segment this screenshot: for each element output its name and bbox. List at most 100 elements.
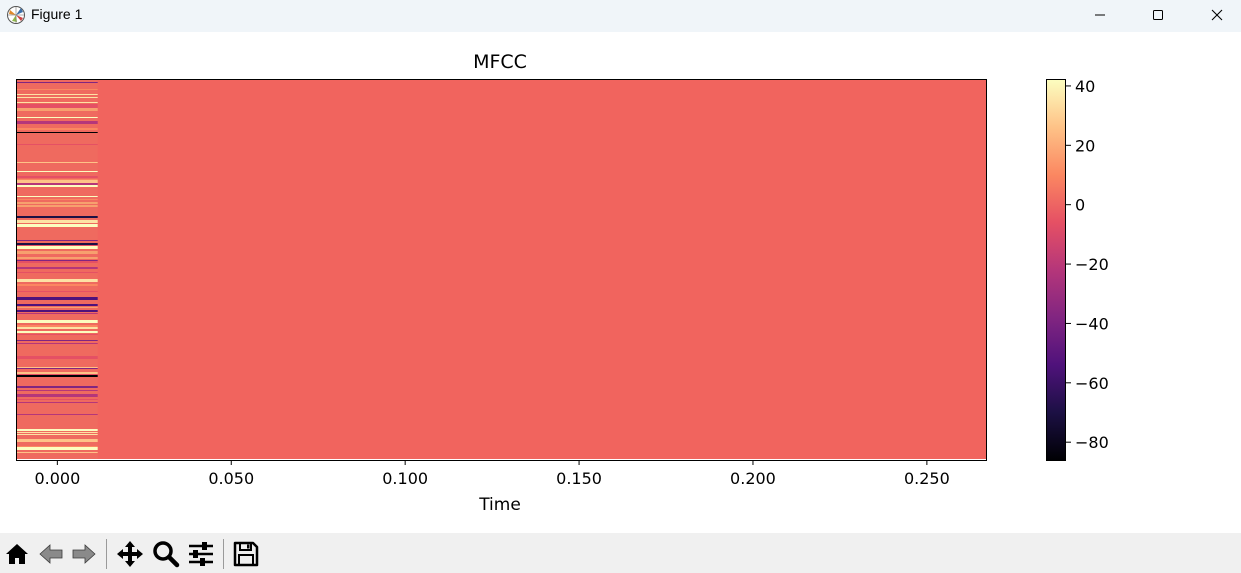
heatmap-stripe xyxy=(17,272,98,273)
heatmap-stripe xyxy=(17,394,98,397)
colorbar-tick-label: 40 xyxy=(1075,77,1095,96)
x-tick-label: 0.200 xyxy=(730,469,776,488)
x-tick-label: 0.100 xyxy=(382,469,428,488)
heatmap-stripe xyxy=(17,291,98,292)
colorbar-frame xyxy=(1046,79,1066,461)
colorbar-tick-label: −40 xyxy=(1075,314,1109,333)
heatmap-stripe xyxy=(17,102,98,103)
heatmap-stripe xyxy=(17,121,98,124)
heatmap-stripe xyxy=(17,132,98,133)
minimize-button[interactable] xyxy=(1077,0,1123,30)
mfcc-chart: MFCC 0.000 0.050 0.100 0.150 0.200 0.250 Time… xyxy=(16,51,1109,515)
heatmap-stripe xyxy=(17,367,98,368)
heatmap-stripe xyxy=(17,325,98,327)
axes-frame xyxy=(16,79,987,461)
heatmap-stripe xyxy=(17,117,98,118)
heatmap-stripe xyxy=(17,185,98,187)
heatmap-stripe xyxy=(17,176,98,178)
title-bar: Figure 1 xyxy=(0,0,1241,32)
heatmap-stripe xyxy=(17,297,98,300)
heatmap-stripe xyxy=(17,374,98,375)
heatmap-stripe xyxy=(17,390,98,391)
heatmap-stripe xyxy=(17,144,98,145)
heatmap-stripe xyxy=(17,402,98,403)
x-tick-label: 0.000 xyxy=(34,469,80,488)
configure-subplots-icon xyxy=(189,542,213,566)
heatmap-stripe xyxy=(17,372,98,374)
toolbar-separator xyxy=(106,539,107,569)
x-tick-label: 0.050 xyxy=(208,469,254,488)
x-tick-label: 0.150 xyxy=(556,469,602,488)
heatmap-stripe xyxy=(17,216,98,218)
close-icon xyxy=(1211,9,1223,21)
heatmap-stripe xyxy=(17,439,98,442)
heatmap-stripe xyxy=(17,257,98,259)
heatmap-stripe xyxy=(17,284,98,286)
heatmap-stripe xyxy=(17,310,98,312)
heatmap-stripe xyxy=(17,340,98,341)
heatmap-stripe xyxy=(17,261,98,263)
heatmap-stripe xyxy=(17,199,98,200)
close-button[interactable] xyxy=(1194,0,1240,30)
maximize-icon xyxy=(1153,10,1163,20)
heatmap-stripe xyxy=(17,267,98,269)
heatmap-stripe xyxy=(17,240,98,241)
heatmap-stripe xyxy=(17,94,98,95)
heatmap-stripe xyxy=(17,447,98,450)
heatmap-stripe xyxy=(17,399,98,400)
colorbar-tick-label: −20 xyxy=(1075,255,1109,274)
heatmap-stripe xyxy=(17,196,98,197)
heatmap-stripe xyxy=(17,104,98,105)
heatmap-stripe xyxy=(17,246,98,249)
colorbar-tick-label: −80 xyxy=(1075,433,1109,452)
heatmap-stripe xyxy=(17,162,98,163)
heatmap-stripe xyxy=(17,375,98,377)
heatmap-stripe xyxy=(17,205,98,207)
save-icon xyxy=(233,541,259,567)
heatmap-stripe xyxy=(17,128,98,130)
colorbar-tick-label: −60 xyxy=(1075,374,1109,393)
zoom-button[interactable] xyxy=(151,539,181,569)
toolbar-separator xyxy=(223,539,224,569)
heatmap-stripe xyxy=(17,386,98,388)
heatmap-stripe xyxy=(17,331,98,333)
heatmap-onset-column xyxy=(17,80,98,459)
heatmap-stripe xyxy=(17,320,98,323)
back-button[interactable] xyxy=(36,539,66,569)
pan-button[interactable] xyxy=(115,539,145,569)
heatmap-stripe xyxy=(17,356,98,359)
home-button[interactable] xyxy=(2,539,32,569)
configure-subplots-button[interactable] xyxy=(186,539,216,569)
save-button[interactable] xyxy=(231,539,261,569)
heatmap-stripe xyxy=(17,279,98,282)
heatmap-stripe xyxy=(17,452,98,453)
chart-title: MFCC xyxy=(473,51,527,73)
colorbar-tick-label: 0 xyxy=(1075,196,1085,215)
x-axis: 0.000 0.050 0.100 0.150 0.200 0.250 xyxy=(34,460,950,488)
x-tick-label: 0.250 xyxy=(904,469,950,488)
back-icon xyxy=(39,544,63,564)
forward-button[interactable] xyxy=(69,539,99,569)
heatmap-stripe xyxy=(17,429,98,431)
minimize-icon xyxy=(1095,14,1105,16)
colorbar-tick-label: 20 xyxy=(1075,136,1095,155)
colorbar xyxy=(1047,80,1065,460)
forward-icon xyxy=(72,544,96,564)
heatmap-stripe xyxy=(17,224,98,227)
heatmap-stripe xyxy=(17,180,98,183)
heatmap-stripe xyxy=(17,334,98,335)
maximize-button[interactable] xyxy=(1135,0,1181,30)
heatmap-stripe xyxy=(17,260,98,261)
heatmap-stripe xyxy=(17,446,98,447)
heatmap-background xyxy=(17,80,986,459)
heatmap-stripe xyxy=(17,220,98,223)
matplotlib-logo-icon xyxy=(6,5,26,25)
window-title: Figure 1 xyxy=(31,6,83,22)
heatmap-stripe xyxy=(17,368,98,369)
heatmap-stripe xyxy=(17,432,98,433)
heatmap-stripe xyxy=(17,179,98,180)
heatmap-stripe xyxy=(17,171,98,172)
zoom-icon xyxy=(153,541,180,568)
figure-canvas[interactable]: MFCC 0.000 0.050 0.100 0.150 0.200 0.250 Time… xyxy=(0,32,1241,533)
heatmap-stripe xyxy=(17,414,98,415)
